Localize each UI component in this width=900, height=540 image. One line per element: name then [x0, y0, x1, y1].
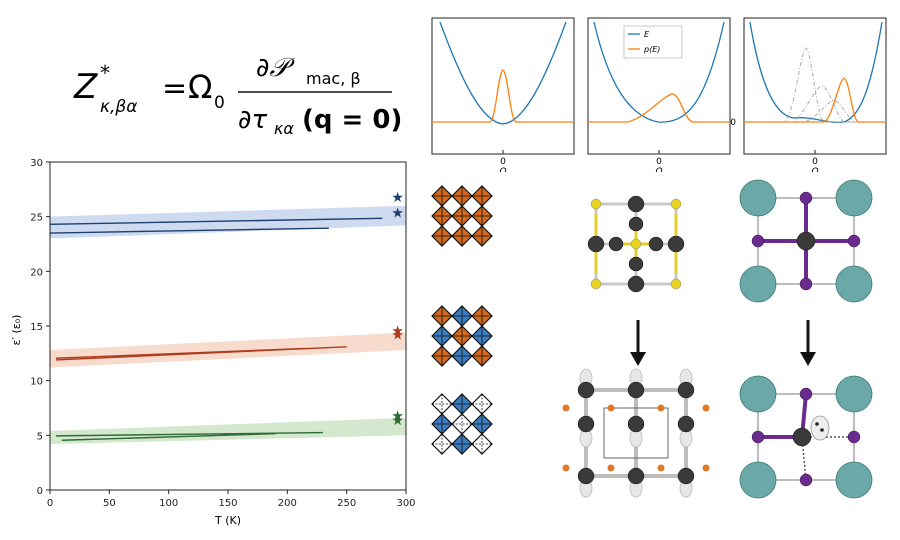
- x-tick-label-1: 50: [103, 498, 116, 509]
- star-marker-2: ★: [391, 323, 404, 339]
- panel2-legend: E p(E): [623, 25, 683, 59]
- chart-ylabel: ε′ (ε₀): [10, 315, 23, 346]
- x-tick-label-6: 300: [396, 498, 415, 509]
- formula-prefactor-sub: 0: [214, 93, 225, 113]
- y-tick-label-0: 0: [37, 486, 43, 497]
- formula-denominator-sub: κα: [274, 119, 294, 138]
- series-line-3: [55, 347, 306, 359]
- structure-a-before: [587, 195, 685, 293]
- panel1-energy-curve: [439, 21, 567, 125]
- arrow-down-right: [800, 320, 816, 366]
- legend-energy: E: [644, 30, 650, 39]
- star-marker-0: ★: [391, 190, 404, 206]
- y-tick-label-1: 5: [37, 431, 43, 442]
- formula-denominator: ∂τ: [238, 105, 267, 135]
- energy-panel-3: 0 0 Q: [730, 17, 887, 172]
- y-tick-label-4: 20: [30, 267, 43, 278]
- octahedron-2-8: [471, 433, 493, 455]
- panel1-xlabel: Q: [499, 167, 506, 172]
- born-charge-formula: Z * κ,βα = Ω 0 ∂𝒫 mac, β ∂τ κα (q = 0): [70, 36, 410, 138]
- series-line-4: [55, 431, 323, 437]
- panel3-prob-curve: [744, 77, 886, 123]
- structure-b-after: [739, 375, 873, 499]
- legend-probability: p(E): [643, 45, 660, 54]
- x-tick-label-5: 250: [337, 498, 356, 509]
- y-tick-label-2: 10: [30, 377, 43, 388]
- panel2-xtick: 0: [656, 157, 662, 167]
- panel2-xlabel: Q: [655, 167, 662, 172]
- formula-lhs-sup: *: [100, 61, 110, 85]
- octahedra-grids: [431, 185, 493, 455]
- octahedron-2-6: [431, 433, 453, 455]
- uncertainty-band-0: [50, 205, 406, 239]
- energy-panel-2: 0 Q E p(E): [587, 17, 731, 172]
- panel3-xlabel: Q: [811, 167, 818, 172]
- series-line-1: [49, 227, 329, 234]
- panel1-xtick: 0: [500, 157, 506, 167]
- panel3-energy-curve: [749, 21, 883, 123]
- series-line-5: [61, 432, 276, 441]
- formula-lhs-sub: κ,βα: [100, 97, 137, 117]
- energy-panel-1: 0 0 Q: [424, 17, 575, 172]
- panel3-ytick: 0: [730, 118, 736, 128]
- energy-panels: 0 0 Q 0 Q E p(E) 0 0 Q: [424, 17, 887, 172]
- y-tick-label-3: 15: [30, 322, 43, 333]
- panel1-prob-curve: [432, 69, 574, 123]
- formula-prefactor: Ω: [188, 68, 212, 106]
- y-tick-label-6: 30: [30, 158, 43, 169]
- series-line-0: [49, 217, 383, 226]
- panel2-prob-curve: [588, 93, 730, 123]
- uncertainty-band-2: [50, 417, 406, 445]
- uncertainty-band-1: [50, 332, 406, 368]
- octahedron-2-2: [471, 393, 493, 415]
- arrow-down-left: [630, 320, 646, 366]
- panel3-xtick: 0: [812, 157, 818, 167]
- structure-b-before: [739, 179, 873, 303]
- formula-lhs: Z: [73, 67, 98, 107]
- panel2-energy-curve: [593, 21, 725, 123]
- star-marker-4: ★: [391, 409, 404, 425]
- star-marker-5: ★: [391, 413, 404, 429]
- formula-numerator-sub: mac, β: [306, 69, 361, 88]
- y-tick-label-5: 25: [30, 213, 43, 224]
- chart-xlabel: T (K): [214, 514, 241, 527]
- formula-equals: =: [162, 71, 187, 106]
- star-marker-1: ★: [391, 205, 404, 221]
- formula-numerator: ∂𝒫: [256, 53, 295, 83]
- star-marker-3: ★: [391, 328, 404, 344]
- x-tick-label-2: 100: [159, 498, 178, 509]
- formula-denominator-arg: (q = 0): [302, 105, 402, 135]
- x-tick-label-4: 200: [278, 498, 297, 509]
- octahedron-2-4: [451, 413, 473, 435]
- panel3-dashdot-curve-2: [744, 85, 886, 123]
- panel3-dashdot-curve-1: [744, 47, 886, 123]
- x-tick-label-3: 150: [218, 498, 237, 509]
- octahedron-2-0: [431, 393, 453, 415]
- structure-a-after: [562, 368, 710, 498]
- x-tick-label-0: 0: [47, 498, 53, 509]
